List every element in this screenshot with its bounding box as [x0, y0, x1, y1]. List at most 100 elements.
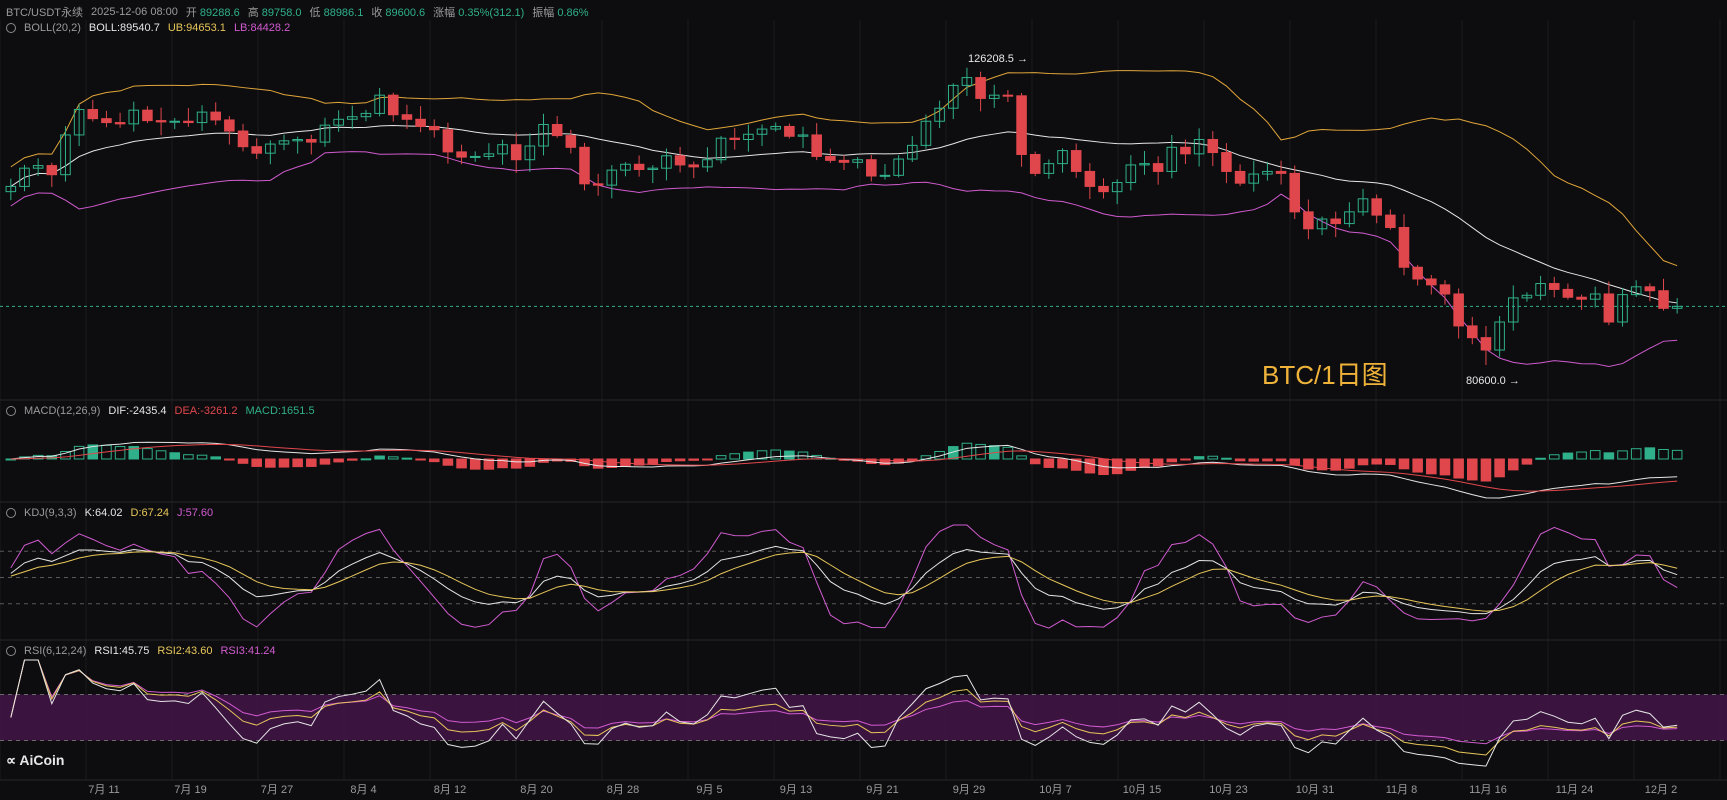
candle-body — [1070, 150, 1082, 172]
candle-body — [1193, 139, 1205, 155]
candle-body — [702, 159, 713, 168]
candle-body — [1671, 305, 1683, 309]
macd-histogram-bar — [1630, 448, 1642, 460]
datetime-label: 2025-12-06 08:00 — [91, 6, 178, 18]
kdj-d-value: D:67.24 — [130, 507, 170, 519]
candle-body — [510, 144, 522, 161]
candle-body — [101, 118, 112, 124]
amp-value: 0.86% — [557, 7, 589, 19]
kdj-k-value: K:64.02 — [84, 507, 123, 519]
candle-body — [1057, 150, 1068, 165]
indicator-settings-icon[interactable] — [6, 646, 16, 656]
low-value: 88986.1 — [323, 7, 364, 19]
candle-body — [114, 122, 126, 125]
macd-histogram-bar — [1166, 458, 1178, 463]
rsi-band — [0, 694, 1727, 741]
candle-body — [1521, 294, 1533, 299]
x-tick-label: 10月 31 — [1296, 784, 1335, 796]
rsi1-line — [10, 659, 1678, 767]
candle-body — [401, 114, 413, 120]
macd-histogram-bar — [401, 457, 413, 460]
macd-histogram-bar — [1152, 458, 1164, 467]
macd-histogram-bar — [756, 450, 768, 460]
macd-histogram-bar — [1234, 458, 1246, 462]
candle-body — [5, 185, 17, 193]
candle-body — [456, 151, 467, 158]
candle-body — [87, 109, 99, 120]
candle-body — [1262, 170, 1273, 175]
kdj-k-line — [10, 545, 1678, 615]
symbol-label: BTC/USDT永续 — [6, 7, 83, 19]
macd-histogram-bar — [1480, 458, 1492, 482]
candle-body — [210, 111, 221, 121]
macd-histogram-bar — [1385, 458, 1396, 465]
macd-histogram-bar — [770, 449, 781, 460]
candle-body — [852, 159, 863, 163]
macd-histogram-bar — [524, 458, 536, 467]
kdj-header: KDJ(9,3,3) K:64.02 D:67.24 J:57.60 — [6, 507, 213, 519]
candle-body — [1166, 146, 1178, 172]
macd-histogram-bar — [1357, 458, 1369, 466]
kdj-j-value: J:57.60 — [177, 507, 214, 519]
macd-histogram-bar — [1275, 458, 1287, 462]
indicator-settings-icon[interactable] — [6, 406, 16, 416]
chart-watermark: BTC/1日图 — [1262, 360, 1388, 390]
indicator-settings-icon[interactable] — [6, 508, 16, 518]
candle-body — [497, 144, 508, 155]
macd-histogram-bar — [743, 451, 754, 460]
macd-histogram-bar — [1507, 458, 1519, 471]
macd-histogram-bar — [1125, 458, 1137, 471]
x-tick-label: 8月 12 — [434, 784, 466, 796]
rsi2-line — [10, 659, 1678, 756]
macd-histogram-bar — [674, 458, 686, 462]
macd-histogram-bar — [1248, 458, 1260, 462]
macd-histogram-bar — [333, 458, 344, 463]
macd-histogram-bar — [347, 458, 358, 461]
candle-body — [620, 163, 631, 171]
high-label: 高 — [247, 7, 259, 19]
candle-body — [1275, 170, 1287, 174]
candle-body — [1439, 284, 1451, 295]
macd-histogram-bar — [661, 458, 672, 462]
x-tick-label: 11月 24 — [1556, 784, 1594, 796]
candle-body — [128, 109, 140, 125]
candle-body — [1548, 283, 1560, 290]
candle-body — [1316, 218, 1328, 230]
candle-body — [893, 158, 904, 176]
macd-histogram-bar — [169, 452, 181, 460]
candle-body — [907, 144, 918, 160]
candle-body — [1658, 290, 1669, 309]
candle-body — [688, 164, 700, 168]
candle-body — [60, 134, 71, 176]
candle-body — [1043, 163, 1055, 174]
candle-body — [1644, 286, 1656, 292]
macd-name: MACD(12,26,9) — [24, 405, 101, 417]
x-tick-label: 11月 16 — [1469, 784, 1507, 796]
close-value: 89600.6 — [385, 7, 426, 19]
macd-histogram-bar — [306, 458, 317, 467]
rsi1-value: RSI1:45.75 — [94, 645, 150, 657]
change-value: 0.35%(312.1) — [458, 7, 525, 19]
candle-body — [1098, 185, 1109, 193]
macd-histogram-bar — [688, 458, 700, 461]
macd-histogram-bar — [1057, 458, 1068, 469]
high-annotation: 126208.5 → — [968, 53, 1028, 65]
macd-histogram-bar — [278, 458, 290, 468]
macd-histogram-bar — [196, 454, 208, 460]
macd-histogram-bar — [387, 456, 399, 460]
x-tick-label: 9月 29 — [953, 784, 985, 796]
candle-body — [1467, 325, 1478, 339]
rsi-name: RSI(6,12,24) — [24, 645, 87, 657]
kdj-j-line — [10, 524, 1678, 629]
candle-body — [196, 111, 208, 124]
candle-body — [428, 125, 440, 131]
boll-name: BOLL(20,2) — [24, 22, 81, 34]
macd-histogram-bar — [73, 445, 85, 460]
candle-body — [524, 145, 536, 161]
candle-body — [265, 143, 276, 154]
candle-body — [415, 118, 426, 127]
indicator-settings-icon[interactable] — [6, 23, 16, 33]
macd-histogram-bar — [592, 458, 604, 469]
candle-body — [811, 134, 822, 157]
